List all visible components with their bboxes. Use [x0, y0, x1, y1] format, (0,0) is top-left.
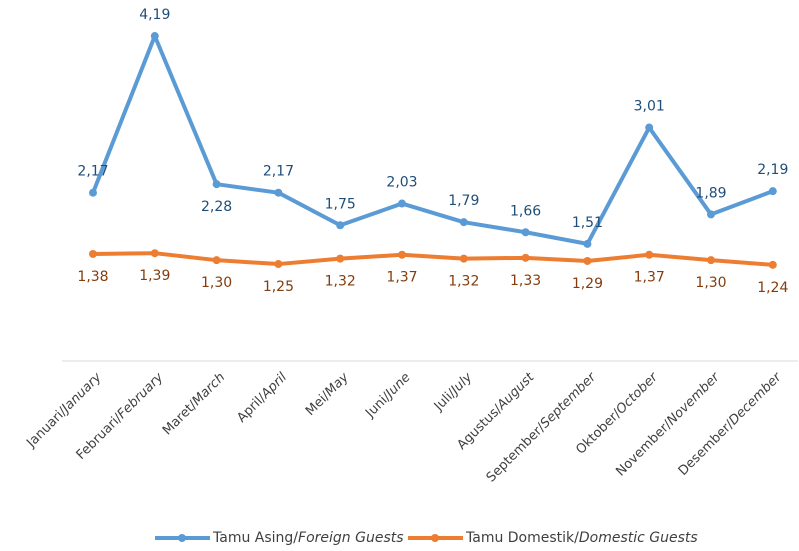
x-tick-label: April/April: [234, 369, 290, 425]
legend-marker: [431, 534, 439, 542]
point: [212, 180, 221, 189]
data-label: 1,51: [572, 215, 603, 231]
point: [398, 250, 406, 259]
point: [89, 188, 97, 197]
point: [150, 249, 159, 258]
x-tick-label: Maret/March: [160, 370, 228, 438]
point: [645, 123, 654, 132]
data-label: 1,33: [510, 273, 541, 289]
data-label: 1,24: [757, 280, 788, 296]
data-label: 1,32: [325, 274, 356, 290]
data-label: 1,30: [201, 275, 232, 291]
point: [150, 32, 159, 41]
data-label: 1,79: [448, 193, 479, 209]
data-label: 1,37: [386, 270, 417, 286]
x-tick-label: Desember/December: [675, 369, 785, 479]
x-tick-label: Mei/May: [303, 369, 352, 418]
data-label: 2,28: [201, 199, 232, 215]
point: [645, 250, 654, 259]
point: [274, 188, 283, 197]
point: [212, 256, 221, 265]
point: [583, 239, 592, 248]
data-label: 1,89: [695, 185, 726, 201]
data-label: 3,01: [634, 99, 665, 115]
point: [583, 256, 592, 265]
point: [459, 218, 468, 227]
data-label: 1,39: [139, 268, 170, 284]
data-label: 2,17: [263, 164, 294, 180]
series-line: [92, 251, 773, 267]
point: [274, 260, 283, 269]
point: [89, 249, 97, 258]
point: [521, 228, 530, 237]
point: [521, 253, 530, 262]
point: [768, 260, 777, 269]
point: [459, 254, 468, 263]
x-tick-label: Juli/July: [431, 369, 476, 414]
data-label: 1,30: [695, 275, 726, 291]
legend-marker: [178, 534, 186, 542]
point: [398, 199, 406, 208]
data-label: 1,37: [634, 270, 665, 286]
data-label: 1,29: [572, 276, 603, 292]
data-label: 1,66: [510, 203, 541, 219]
x-tick-label: Juni/June: [362, 370, 413, 421]
legend-label: Tamu Domestik/Domestic Guests: [465, 530, 698, 546]
data-label: 2,03: [386, 175, 417, 191]
point: [768, 187, 777, 196]
data-label: 1,38: [77, 269, 108, 285]
data-label: 1,32: [448, 274, 479, 290]
data-label: 2,17: [77, 164, 108, 180]
point: [707, 210, 715, 219]
point: [707, 256, 715, 265]
series-line: [91, 34, 774, 246]
x-tick-label: September/September: [483, 369, 600, 486]
data-label: 4,19: [139, 7, 170, 23]
data-label: 1,75: [325, 196, 356, 212]
data-label: 2,19: [757, 162, 788, 178]
legend-label: Tamu Asing/Foreign Guests: [212, 530, 404, 546]
point: [336, 254, 345, 263]
data-label: 1,25: [263, 279, 294, 295]
point: [336, 221, 345, 230]
x-tick-label: November/November: [613, 369, 724, 480]
